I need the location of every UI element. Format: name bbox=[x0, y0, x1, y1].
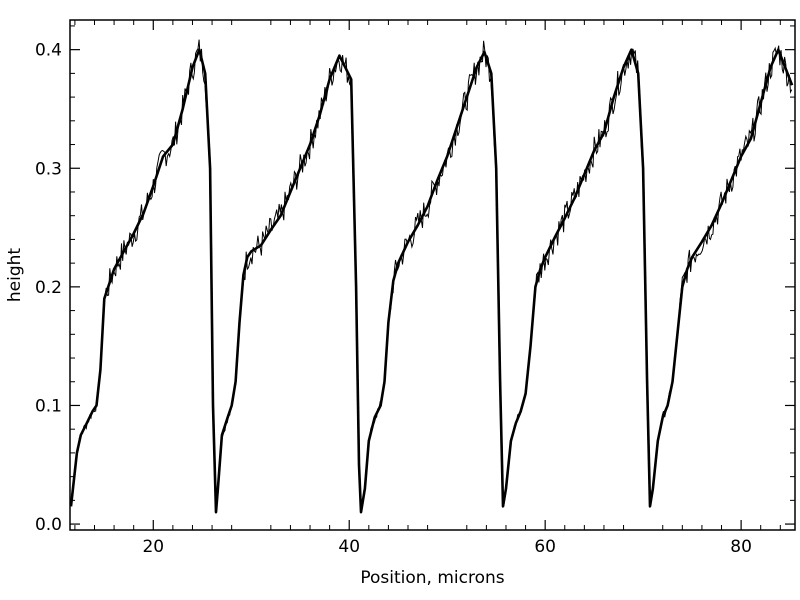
plot-frame bbox=[69, 19, 796, 531]
profile-drop-segment bbox=[642, 168, 649, 382]
x-tick-label: 20 bbox=[142, 537, 164, 557]
x-tick-label: 80 bbox=[730, 537, 752, 557]
profile-drop-segment bbox=[495, 168, 502, 382]
ticks-layer: 20 40 60 80 0.0 0.1 0.2 0.3 0.4 bbox=[35, 20, 795, 557]
raw-profile-trace bbox=[70, 39, 793, 513]
profile-drop-segment bbox=[209, 168, 215, 406]
series-layer bbox=[69, 48, 794, 514]
y-axis-title: height bbox=[5, 248, 25, 303]
y-tick-label: 0.1 bbox=[35, 396, 62, 416]
x-axis-title: Position, microns bbox=[360, 568, 504, 588]
y-tick-label: 0.3 bbox=[35, 159, 62, 179]
profile-drop-segment bbox=[212, 405, 217, 513]
profile-line bbox=[69, 48, 794, 514]
y-tick-label: 0.2 bbox=[35, 278, 62, 298]
y-tick-label: 0.4 bbox=[35, 41, 62, 61]
profile-drop-segment bbox=[646, 381, 651, 507]
profile-drop-segment bbox=[350, 79, 358, 287]
y-tick-label: 0.0 bbox=[35, 515, 62, 535]
profile-drop-segment bbox=[355, 286, 361, 465]
profile-drop-segment bbox=[499, 381, 505, 507]
x-tick-label: 40 bbox=[338, 537, 360, 557]
x-tick-label: 60 bbox=[534, 537, 556, 557]
noisy-trace-layer bbox=[70, 39, 793, 513]
